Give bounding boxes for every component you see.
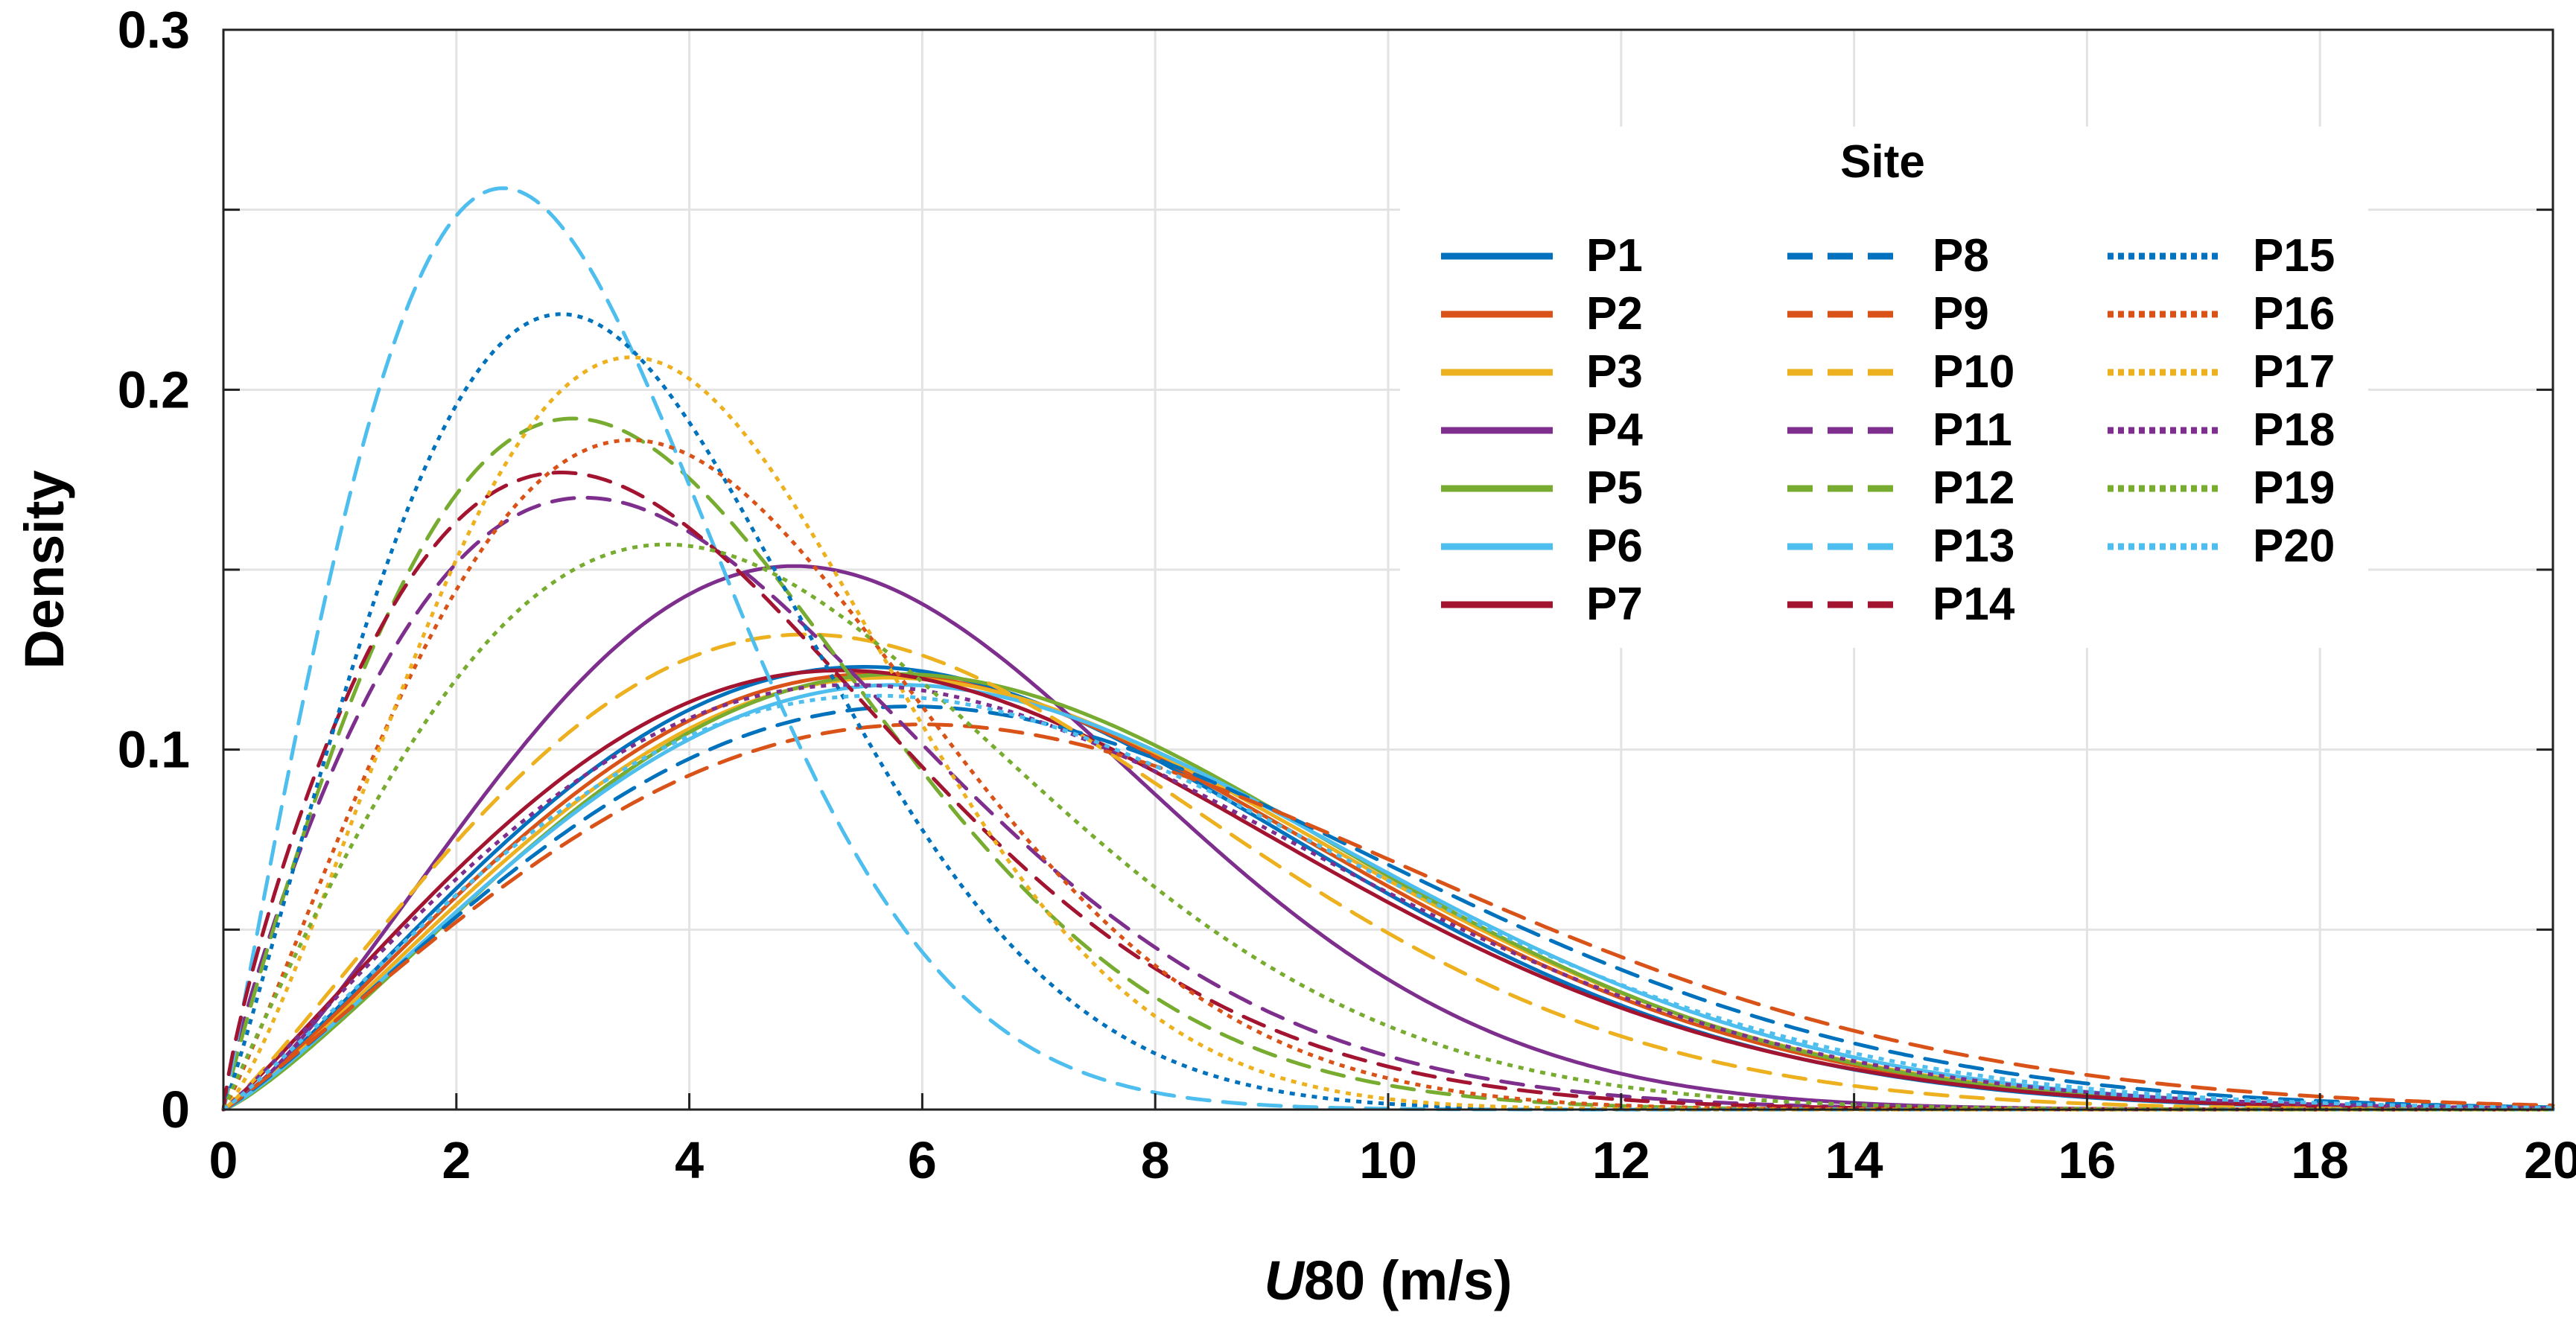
legend-label-p6: P6 bbox=[1586, 521, 1643, 572]
y-tick-label: 0 bbox=[161, 1081, 190, 1139]
legend-label-p13: P13 bbox=[1933, 521, 2014, 572]
legend-label-p11: P11 bbox=[1933, 404, 2012, 456]
x-tick-label: 14 bbox=[1825, 1131, 1883, 1189]
legend-label-p2: P2 bbox=[1586, 288, 1643, 340]
x-axis-label-rest: 80 (m/s) bbox=[1304, 1250, 1513, 1311]
curve-p8 bbox=[221, 704, 2555, 1112]
legend-label-p5: P5 bbox=[1586, 462, 1643, 514]
legend-label-p7: P7 bbox=[1586, 579, 1643, 630]
legend-label-p17: P17 bbox=[2253, 346, 2335, 398]
curve-p10 bbox=[221, 632, 2555, 1112]
x-tick-label: 0 bbox=[209, 1131, 238, 1189]
x-tick-label: 18 bbox=[2291, 1131, 2349, 1189]
legend-label-p4: P4 bbox=[1586, 404, 1643, 456]
legend-box bbox=[1400, 127, 2368, 648]
y-tick-label: 0.3 bbox=[118, 1, 190, 59]
x-axis-label-italic: U bbox=[1264, 1250, 1305, 1311]
x-tick-label: 2 bbox=[442, 1131, 471, 1189]
legend-label-p8: P8 bbox=[1933, 230, 1989, 281]
y-axis-label: Density bbox=[13, 470, 75, 669]
legend-label-p18: P18 bbox=[2253, 404, 2335, 456]
x-tick-label: 4 bbox=[675, 1131, 704, 1189]
y-axis-ticks: 0 0.1 0.2 0.3 bbox=[118, 1, 2553, 1139]
legend-label-p1: P1 bbox=[1586, 230, 1643, 281]
legend-label-p15: P15 bbox=[2253, 230, 2335, 281]
curve-p7 bbox=[221, 668, 2555, 1112]
legend-label-p10: P10 bbox=[1933, 346, 2014, 398]
legend-label-p16: P16 bbox=[2253, 288, 2335, 340]
legend-title: Site bbox=[1840, 136, 1925, 188]
x-tick-label: 6 bbox=[908, 1131, 937, 1189]
x-tick-label: 10 bbox=[1359, 1131, 1417, 1189]
legend-label-p20: P20 bbox=[2253, 521, 2335, 572]
legend-label-p14: P14 bbox=[1933, 579, 2015, 630]
legend-label-p3: P3 bbox=[1586, 346, 1643, 398]
x-tick-label: 20 bbox=[2524, 1131, 2576, 1189]
y-tick-label: 0.1 bbox=[118, 721, 190, 779]
legend-label-p9: P9 bbox=[1933, 288, 1989, 340]
x-tick-label: 8 bbox=[1141, 1131, 1170, 1189]
curve-p9 bbox=[221, 722, 2555, 1112]
curve-p20 bbox=[222, 693, 2554, 1112]
x-axis-label: U80 (m/s) bbox=[1264, 1250, 1512, 1311]
curve-p18 bbox=[222, 683, 2553, 1111]
x-axis-ticks: 0 2 4 6 8 10 12 14 16 18 20 bbox=[209, 1093, 2576, 1189]
legend-label-p12: P12 bbox=[1933, 462, 2014, 514]
x-tick-label: 12 bbox=[1592, 1131, 1650, 1189]
y-tick-label: 0.2 bbox=[118, 360, 190, 419]
x-tick-label: 16 bbox=[2058, 1131, 2116, 1189]
legend: P1 P2 P3 P4 P5 P6 P7 P8 P9 P10 P11 P12 P13 P14 P15 P16 P… bbox=[1441, 230, 2335, 630]
legend-label-p19: P19 bbox=[2253, 462, 2335, 514]
